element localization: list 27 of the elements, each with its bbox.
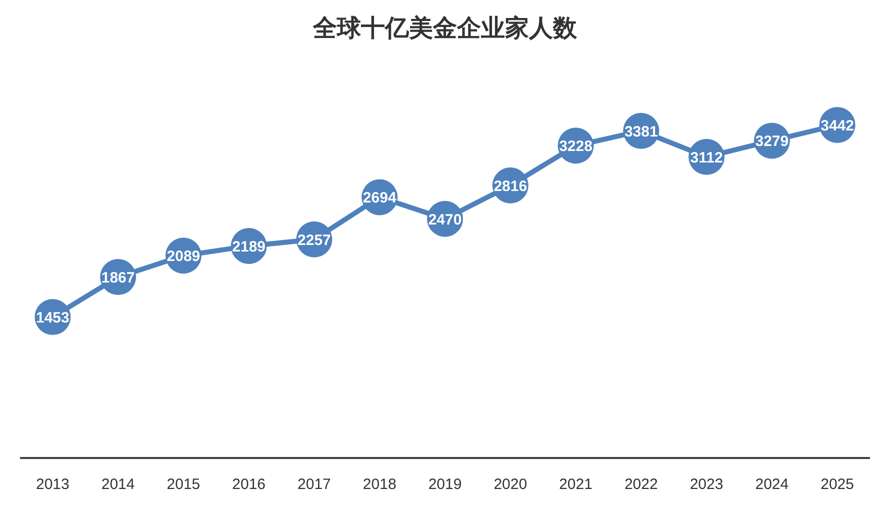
data-label: 3381 xyxy=(624,123,658,140)
x-tick: 2016 xyxy=(232,476,266,493)
x-tick: 2024 xyxy=(755,476,789,493)
data-label: 3442 xyxy=(820,118,854,134)
x-tick: 2014 xyxy=(101,476,135,493)
x-tick: 2025 xyxy=(820,476,854,493)
x-tick: 2018 xyxy=(362,476,396,493)
x-tick: 2021 xyxy=(559,476,592,493)
x-tick: 2022 xyxy=(624,476,658,493)
data-label: 3112 xyxy=(690,149,723,166)
x-tick: 2017 xyxy=(298,476,331,493)
data-label: 2816 xyxy=(494,178,528,195)
data-label: 2189 xyxy=(232,238,266,256)
data-label: 1453 xyxy=(36,310,70,326)
data-label: 2470 xyxy=(428,211,462,228)
x-tick: 2020 xyxy=(494,476,528,493)
title: 全球十亿美金企业家人数 xyxy=(313,13,577,42)
data-label: 1867 xyxy=(101,270,135,287)
x-tick: 2015 xyxy=(166,476,200,493)
data-label: 3279 xyxy=(755,133,789,150)
data-label: 2694 xyxy=(362,190,396,207)
x-tick: 2019 xyxy=(428,476,462,493)
data-label: 3228 xyxy=(559,138,592,156)
data-label: 2257 xyxy=(298,232,331,249)
x-tick: 2013 xyxy=(36,476,70,493)
x-tick: 2023 xyxy=(690,476,724,493)
data-label: 2089 xyxy=(166,248,200,266)
